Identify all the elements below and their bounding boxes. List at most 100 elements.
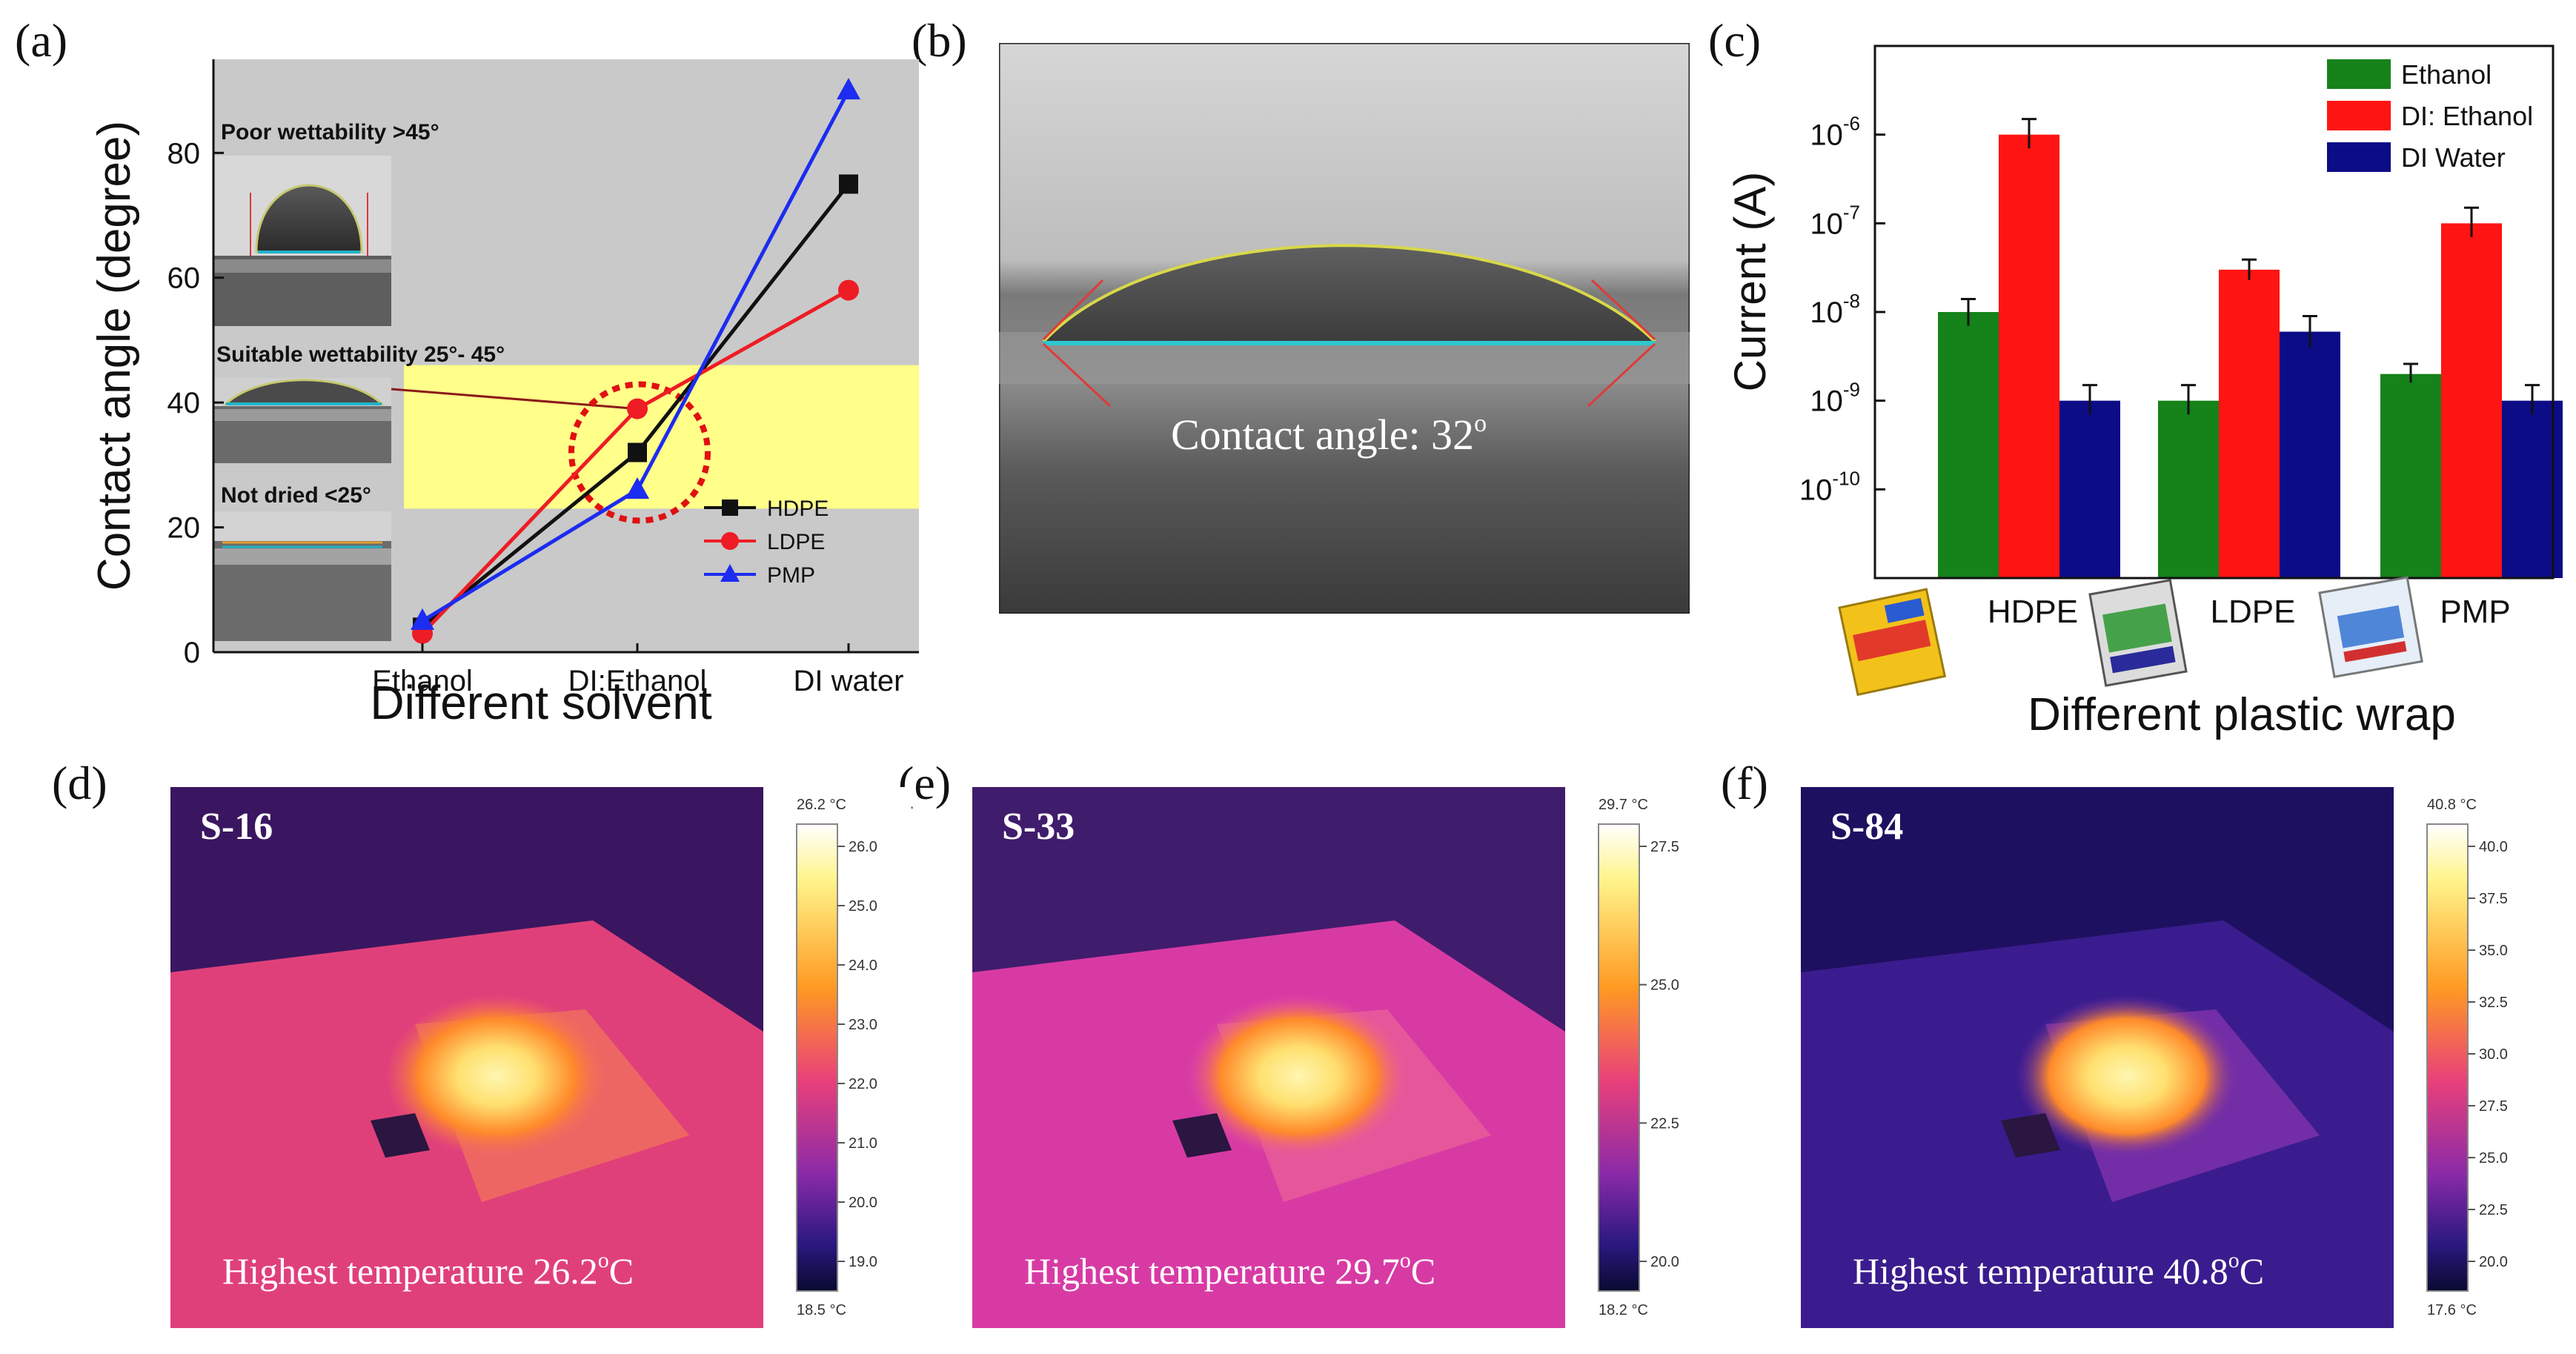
legend: HDPE LDPE PMP [704,497,829,588]
bar-hdpe-di-ethanol [1999,134,2059,578]
scale-tick-label: 21.0 [849,1135,877,1152]
legend-swatch [2327,59,2391,89]
legend-label-ldpe: LDPE [767,530,825,554]
legend-label: Ethanol [2401,59,2492,90]
panel-label-d: (d) [52,757,107,809]
data-point-hdpe [628,442,647,462]
panel-label-f: (f) [1721,757,1768,809]
legend: Ethanol DI: Ethanol DI Water [2327,59,2533,173]
data-point-pmp [837,78,860,100]
highest-temperature-caption: Highest temperature 40.8oC [1853,1248,2264,1292]
y-tick-label: 10-6 [1810,113,1860,152]
y-tick-label: 10-7 [1810,201,1860,240]
highest-temperature-caption: Highest temperature 26.2oC [222,1248,634,1292]
y-axis-label: Current (A) [1725,172,1775,392]
hot-spot [1187,995,1410,1158]
legend-label-hdpe: HDPE [767,497,829,521]
scale-tick-label: 30.0 [2479,1046,2508,1063]
x-tick-label: PMP [2440,594,2510,630]
y-axis-label: Contact angle (degree) [89,121,140,591]
scale-tick-label: 40.0 [2479,839,2508,855]
sample-id: S-33 [1002,806,1075,848]
thermal-image-s84: S-84 Highest temperature 40.8oC 40.8 °C 17.… [1801,787,2542,1328]
bar-ldpe-di-ethanol [2219,269,2280,578]
annotation-not-dried: Not dried <25° [221,483,371,508]
scale-tick-label: 35.0 [2479,943,2508,959]
inset-not-dried [213,511,391,641]
scale-tick-label: 37.5 [2479,891,2508,907]
pmp-product-image [2318,576,2423,678]
y-tick-label: 20 [167,512,201,545]
callout-line [391,388,638,411]
inset-poor-wettability [213,156,391,326]
legend-marker-ldpe [721,532,739,550]
panel-label-a: (a) [15,14,68,67]
ldpe-product-image [2088,579,2188,687]
scale-tick-label: 20.0 [849,1195,877,1211]
legend-marker-pmp [720,564,740,582]
x-tick-label: LDPE [2211,594,2296,630]
legend-label-pmp: PMP [767,563,815,588]
thermal-image-s16: S-16 Highest temperature 26.2oC 26.2 °C 18.… [170,787,912,1328]
annotation-poor-wettability: Poor wettability >45° [221,120,439,145]
bar-hdpe-di-water [2059,400,2120,578]
scale-tick-label: 22.0 [849,1076,877,1092]
contact-angle-caption: Contact angle: 32o [1171,410,1487,459]
contact-angle-chart: Poor wettability >45° Suitable wettabili… [89,59,919,729]
scale-min-label: 17.6 °C [2427,1302,2477,1318]
scale-tick-label: 27.5 [1650,839,1679,855]
y-tick-label: 40 [167,387,201,419]
bar-ldpe-di-water [2280,331,2340,578]
legend-swatch [2327,142,2391,172]
legend-marker-hdpe [722,500,738,516]
scale-tick-label: 22.5 [1650,1115,1679,1132]
y-tick-label: 10-9 [1810,379,1860,418]
legend-swatch [2327,101,2391,130]
bar-pmp-ethanol [2380,374,2441,578]
legend-label: DI: Ethanol [2401,101,2533,131]
scale-tick-label: 22.5 [2479,1202,2508,1218]
current-bar-chart: 10-10 10-9 10-8 10-7 10-6 HDPE LDPE PMP Ethanol D… [1725,44,2563,740]
data-point-ldpe [838,279,859,301]
sample-id: S-84 [1830,806,1903,848]
y-tick-label: 10-10 [1799,467,1860,506]
scale-tick-label: 24.0 [849,958,877,974]
scale-max-label: 26.2 °C [797,797,846,813]
hdpe-product-image [1838,588,1947,697]
scale-min-label: 18.5 °C [797,1302,846,1318]
scale-tick-label: 20.0 [2479,1254,2508,1270]
scale-tick-label: 25.0 [2479,1150,2508,1167]
y-tick-label: 0 [184,637,200,669]
x-axis-label: Different solvent [370,676,712,729]
bar-hdpe-ethanol [1938,312,1999,578]
data-point-pmp [411,608,434,630]
scale-tick-label: 19.0 [849,1254,877,1270]
highlight-circle [568,381,711,524]
color-scale-bar [796,823,838,1292]
scale-max-label: 40.8 °C [2427,797,2477,813]
scale-tick-label: 25.0 [849,898,877,915]
connector-block [1172,1113,1232,1158]
scale-min-label: 18.2 °C [1599,1302,1648,1318]
data-point-hdpe [839,174,858,194]
x-tick-label: DI water [794,665,904,697]
data-point-pmp [625,477,649,500]
sample-id: S-16 [200,806,273,848]
legend-label: DI Water [2401,142,2506,173]
hot-spot [2016,995,2238,1158]
scale-tick-label: 26.0 [849,839,877,855]
scale-tick-label: 23.0 [849,1017,877,1033]
bar-ldpe-ethanol [2158,400,2219,578]
highest-temperature-caption: Highest temperature 29.7oC [1024,1248,1435,1292]
y-tick-label: 60 [167,262,201,295]
x-axis-label: Different plastic wrap [2028,689,2456,740]
panel-label-b: (b) [912,14,967,67]
contact-angle-photo: Contact angle: 32o [999,43,1690,614]
scale-max-label: 29.7 °C [1599,797,1648,813]
x-tick-label: DI:Ethanol [568,665,707,697]
annotation-suitable-wettability: Suitable wettability 25°- 45° [216,342,505,367]
suitable-band [404,365,919,509]
data-point-ldpe [627,398,648,419]
x-tick-label: Ethanol [372,665,473,697]
bar-pmp-di-ethanol [2441,223,2502,578]
